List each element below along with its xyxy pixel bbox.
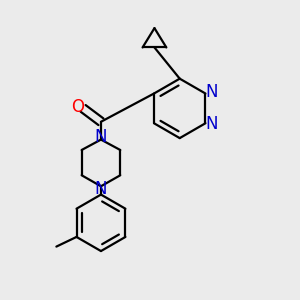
Text: O: O	[71, 98, 84, 116]
Text: N: N	[94, 128, 106, 146]
Text: N: N	[206, 116, 218, 134]
Text: N: N	[94, 180, 106, 198]
Text: N: N	[206, 83, 218, 101]
